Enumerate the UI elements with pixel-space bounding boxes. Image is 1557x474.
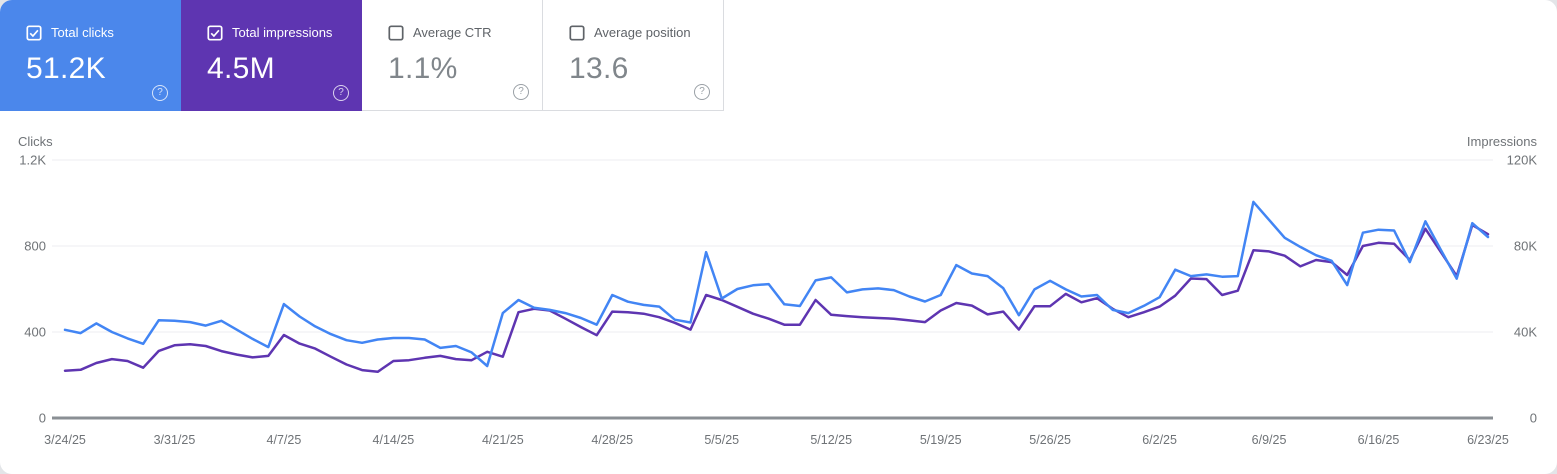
impressions-line [63, 223, 1490, 374]
metric-cards-row: Total clicks 51.2K ? Total impressions 4… [0, 0, 724, 111]
right-axis-title: Impressions [1467, 134, 1538, 149]
card-label: Average position [594, 25, 691, 40]
card-header: Average position [569, 25, 723, 41]
help-icon[interactable]: ? [333, 85, 349, 101]
x-axis-label: 6/9/25 [1252, 433, 1287, 447]
right-axis-tick: 120K [1507, 153, 1538, 168]
clicks-line [63, 200, 1490, 368]
card-value: 13.6 [569, 52, 629, 85]
card-label: Total clicks [51, 25, 114, 40]
x-axis-label: 5/5/25 [704, 433, 739, 447]
checkbox-checked-icon[interactable] [26, 25, 42, 41]
card-header: Average CTR [388, 25, 542, 41]
x-axis-label: 4/7/25 [267, 433, 302, 447]
x-axis-label: 5/12/25 [810, 433, 852, 447]
help-icon[interactable]: ? [694, 84, 710, 100]
card-label: Average CTR [413, 25, 492, 40]
average-ctr-card[interactable]: Average CTR 1.1% ? [362, 0, 543, 111]
card-header: Total clicks [26, 25, 181, 41]
left-axis-tick: 400 [24, 325, 46, 340]
help-icon[interactable]: ? [152, 85, 168, 101]
card-value: 1.1% [388, 52, 458, 85]
right-axis-tick: 40K [1514, 325, 1537, 340]
x-axis-label: 5/26/25 [1029, 433, 1071, 447]
x-axis-label: 3/31/25 [154, 433, 196, 447]
help-icon[interactable]: ? [513, 84, 529, 100]
x-axis-label: 5/19/25 [920, 433, 962, 447]
card-label: Total impressions [232, 25, 333, 40]
x-axis-label: 3/24/25 [44, 433, 86, 447]
right-axis-tick: 0 [1530, 411, 1537, 426]
left-axis-tick: 1.2K [19, 153, 46, 168]
total-clicks-card[interactable]: Total clicks 51.2K ? [0, 0, 181, 111]
x-axis-label: 4/28/25 [591, 433, 633, 447]
x-axis-label: 6/23/25 [1467, 433, 1509, 447]
checkbox-unchecked-icon[interactable] [569, 25, 585, 41]
card-header: Total impressions [207, 25, 362, 41]
left-axis-tick: 0 [39, 411, 46, 426]
total-impressions-card[interactable]: Total impressions 4.5M ? [181, 0, 362, 111]
performance-chart[interactable]: Clicks Impressions 1.2K 800 400 0 120K 80K 40K 0 3… [0, 128, 1557, 474]
right-axis-tick: 80K [1514, 239, 1537, 254]
average-position-card[interactable]: Average position 13.6 ? [543, 0, 724, 111]
card-value: 51.2K [26, 52, 106, 85]
left-axis-tick: 800 [24, 239, 46, 254]
x-axis-label: 6/16/25 [1358, 433, 1400, 447]
x-axis-label: 6/2/25 [1142, 433, 1177, 447]
card-value: 4.5M [207, 52, 275, 85]
x-axis-label: 4/14/25 [373, 433, 415, 447]
checkbox-unchecked-icon[interactable] [388, 25, 404, 41]
x-axis-label: 4/21/25 [482, 433, 524, 447]
checkbox-checked-icon[interactable] [207, 25, 223, 41]
left-axis-title: Clicks [18, 134, 53, 149]
